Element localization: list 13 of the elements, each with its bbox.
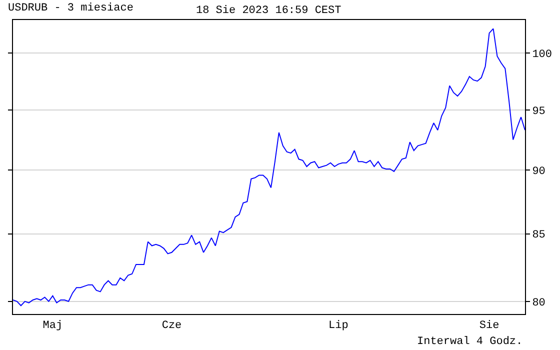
line-series (13, 28, 525, 306)
y-tick-label: 95 (532, 106, 546, 118)
y-tick-label: 85 (532, 230, 546, 242)
text: Interwal 4 Godz. (417, 336, 523, 348)
y-tick-label: 80 (532, 297, 546, 310)
x-tick-label: Maj (42, 320, 63, 332)
x-tick-label: Sie (479, 320, 500, 332)
chart-title: USDRUB - 3 miesiace (8, 2, 134, 15)
chart-subtitle: 18 Sie 2023 16:59 CEST (196, 5, 342, 17)
y-tick-label: 90 (532, 166, 546, 178)
x-tick-label: Lip (328, 320, 348, 332)
x-tick-label: Cze (162, 320, 182, 332)
y-tick-label: 100 (532, 48, 552, 61)
